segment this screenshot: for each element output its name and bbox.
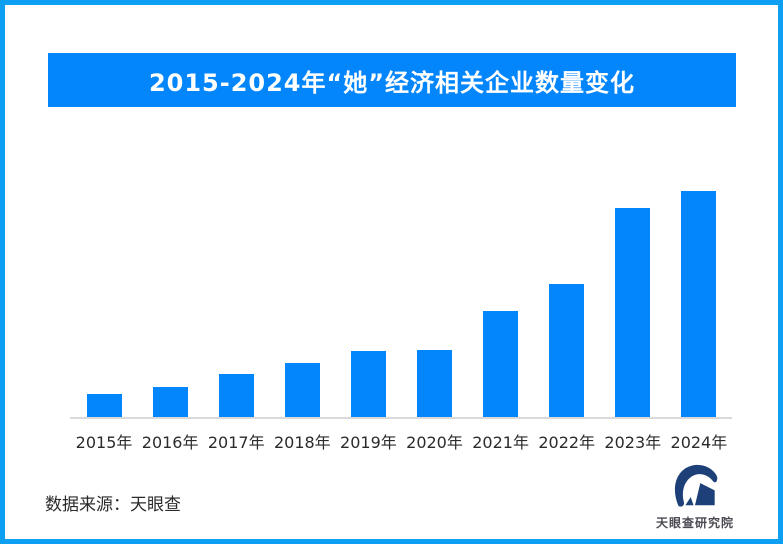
chart-bar — [152, 386, 188, 417]
tianyancha-eye-logo-icon — [674, 464, 718, 507]
chart-bar — [284, 362, 320, 417]
bar-column — [269, 191, 335, 417]
bar-column — [401, 191, 467, 417]
chart-bar — [218, 374, 254, 417]
x-tick-label: 2015年 — [75, 433, 133, 452]
bar-column — [335, 191, 401, 417]
chart-bar — [483, 310, 519, 417]
x-tick-label: 2018年 — [273, 433, 331, 452]
chart-bar — [615, 207, 651, 417]
chart-bar — [86, 394, 122, 417]
x-tick-label: 2016年 — [141, 433, 199, 452]
title-banner: 2015-2024年“她”经济相关企业数量变化 — [48, 53, 736, 107]
x-tick-label: 2022年 — [538, 433, 596, 452]
chart-bar — [350, 351, 386, 417]
x-axis-line — [70, 417, 732, 419]
x-tick-label: 2021年 — [472, 433, 529, 452]
bar-column — [600, 191, 666, 417]
x-tick-label: 2020年 — [406, 433, 463, 452]
x-tick-label: 2023年 — [604, 433, 662, 452]
chart-bar — [681, 191, 717, 417]
bar-column — [666, 191, 732, 417]
x-axis-labels: 2015年 2016年 2017年 2018年 2019年 2020年 2021年 2022年… — [71, 429, 732, 453]
bar-column — [534, 191, 600, 417]
chart-title: 2015-2024年“她”经济相关企业数量变化 — [148, 68, 636, 97]
data-source-note: 数据来源：天眼查 — [45, 495, 181, 515]
brand-logo-label: 天眼查研究院 — [655, 516, 734, 530]
bar-column — [137, 191, 203, 417]
brand-logo: 天眼查研究院 — [645, 463, 745, 531]
chart-bar — [549, 284, 585, 417]
x-tick-label: 2019年 — [340, 433, 397, 452]
chart-bar — [417, 349, 453, 417]
bar-column — [203, 191, 269, 417]
bar-column — [468, 191, 534, 417]
x-tick-label: 2017年 — [207, 433, 265, 452]
bar-plot — [71, 191, 732, 417]
x-tick-label: 2024年 — [670, 433, 728, 452]
bar-column — [71, 191, 137, 417]
